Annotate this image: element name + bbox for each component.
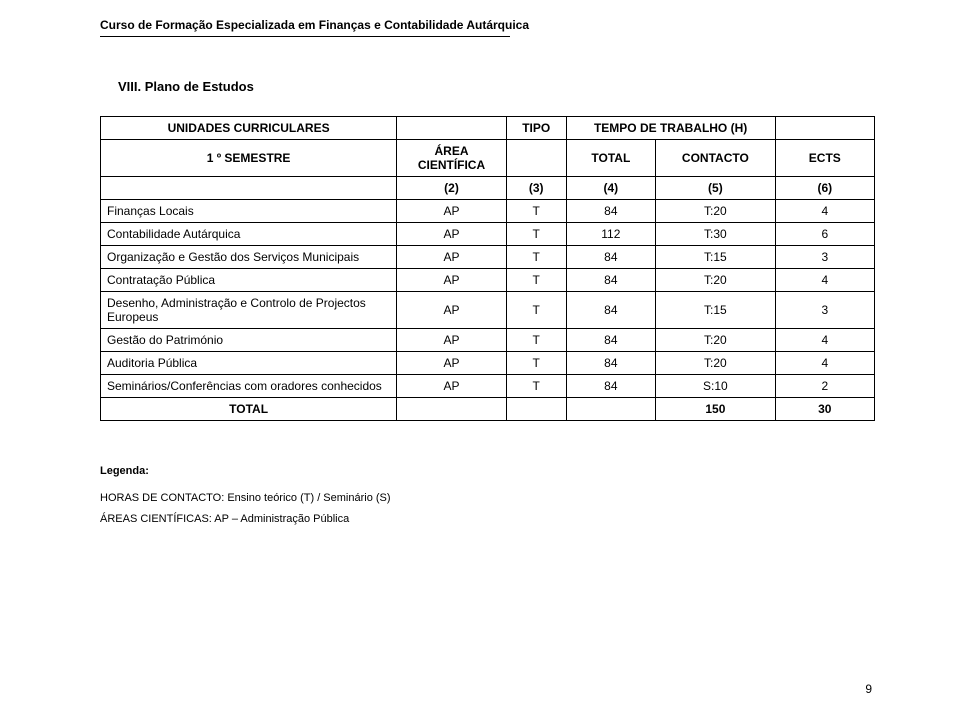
cell-ects: 4 — [775, 352, 874, 375]
table-row: Finanças Locais AP T 84 T:20 4 — [101, 200, 875, 223]
cell-ects: 4 — [775, 329, 874, 352]
cell-contacto: T:15 — [656, 292, 776, 329]
cell-tipo: T — [506, 292, 566, 329]
cell-tipo: T — [506, 200, 566, 223]
table-header-row-2: 1 º SEMESTRE ÁREA CIENTÍFICA TOTAL CONTA… — [101, 140, 875, 177]
table-row: Gestão do Património AP T 84 T:20 4 — [101, 329, 875, 352]
cell-total: 84 — [566, 329, 656, 352]
legend-line-1: HORAS DE CONTACTO: Ensino teórico (T) / … — [100, 488, 875, 509]
cell-contacto: S:10 — [656, 375, 776, 398]
cell-contacto: T:30 — [656, 223, 776, 246]
cell-total-contacto: 150 — [656, 398, 776, 421]
th-n6: (6) — [775, 177, 874, 200]
cell-name: Organização e Gestão dos Serviços Munici… — [101, 246, 397, 269]
cell-contacto: T:20 — [656, 269, 776, 292]
cell-ects: 6 — [775, 223, 874, 246]
cell-total: 84 — [566, 375, 656, 398]
table-header-row-3: (2) (3) (4) (5) (6) — [101, 177, 875, 200]
th-tempo: TEMPO DE TRABALHO (H) — [566, 117, 775, 140]
cell-total: 84 — [566, 292, 656, 329]
cell-name: Contabilidade Autárquica — [101, 223, 397, 246]
th-area: ÁREA CIENTÍFICA — [397, 140, 507, 177]
cell-name: Gestão do Património — [101, 329, 397, 352]
cell-name: Finanças Locais — [101, 200, 397, 223]
th-unidades: UNIDADES CURRICULARES — [101, 117, 397, 140]
cell-area: AP — [397, 329, 507, 352]
cell-area: AP — [397, 352, 507, 375]
cell-name: Auditoria Pública — [101, 352, 397, 375]
cell-tipo: T — [506, 352, 566, 375]
table-row: Desenho, Administração e Controlo de Pro… — [101, 292, 875, 329]
th-n4: (4) — [566, 177, 656, 200]
cell-ects: 2 — [775, 375, 874, 398]
cell-total: 84 — [566, 246, 656, 269]
table-row: Organização e Gestão dos Serviços Munici… — [101, 246, 875, 269]
legend-line-2: ÁREAS CIENTÍFICAS: AP – Administração Pú… — [100, 509, 875, 530]
page-number: 9 — [865, 682, 872, 696]
table-row: Seminários/Conferências com oradores con… — [101, 375, 875, 398]
th-semestre: 1 º SEMESTRE — [101, 140, 397, 177]
page-header-title: Curso de Formação Especializada em Finan… — [100, 18, 875, 32]
cell-tipo: T — [506, 246, 566, 269]
cell-ects: 3 — [775, 292, 874, 329]
table-row: Auditoria Pública AP T 84 T:20 4 — [101, 352, 875, 375]
cell-tipo: T — [506, 223, 566, 246]
cell-area: AP — [397, 292, 507, 329]
cell-contacto: T:20 — [656, 352, 776, 375]
section-heading: VIII. Plano de Estudos — [118, 79, 875, 94]
cell-tipo: T — [506, 375, 566, 398]
table-header-row-1: UNIDADES CURRICULARES TIPO TEMPO DE TRAB… — [101, 117, 875, 140]
cell-ects: 4 — [775, 269, 874, 292]
cell-name: Contratação Pública — [101, 269, 397, 292]
table-row: Contabilidade Autárquica AP T 112 T:30 6 — [101, 223, 875, 246]
study-plan-table: UNIDADES CURRICULARES TIPO TEMPO DE TRAB… — [100, 116, 875, 421]
cell-total: 84 — [566, 352, 656, 375]
cell-tipo: T — [506, 329, 566, 352]
th-ects: ECTS — [775, 140, 874, 177]
cell-total: 84 — [566, 200, 656, 223]
cell-area: AP — [397, 246, 507, 269]
cell-ects: 4 — [775, 200, 874, 223]
header-rule — [100, 36, 510, 37]
cell-name: Seminários/Conferências com oradores con… — [101, 375, 397, 398]
cell-contacto: T:20 — [656, 200, 776, 223]
th-n2: (2) — [397, 177, 507, 200]
cell-contacto: T:20 — [656, 329, 776, 352]
th-n5: (5) — [656, 177, 776, 200]
cell-area: AP — [397, 269, 507, 292]
cell-area: AP — [397, 200, 507, 223]
cell-tipo: T — [506, 269, 566, 292]
cell-name: Desenho, Administração e Controlo de Pro… — [101, 292, 397, 329]
th-total: TOTAL — [566, 140, 656, 177]
legend-title: Legenda: — [100, 461, 875, 482]
cell-total-label: TOTAL — [101, 398, 397, 421]
th-tipo: TIPO — [506, 117, 566, 140]
cell-area: AP — [397, 375, 507, 398]
cell-total: 84 — [566, 269, 656, 292]
cell-total-ects: 30 — [775, 398, 874, 421]
legend-block: Legenda: HORAS DE CONTACTO: Ensino teóri… — [100, 461, 875, 530]
th-n3: (3) — [506, 177, 566, 200]
cell-contacto: T:15 — [656, 246, 776, 269]
table-footer-row: TOTAL 150 30 — [101, 398, 875, 421]
table-row: Contratação Pública AP T 84 T:20 4 — [101, 269, 875, 292]
cell-ects: 3 — [775, 246, 874, 269]
cell-total: 112 — [566, 223, 656, 246]
th-contacto: CONTACTO — [656, 140, 776, 177]
cell-area: AP — [397, 223, 507, 246]
